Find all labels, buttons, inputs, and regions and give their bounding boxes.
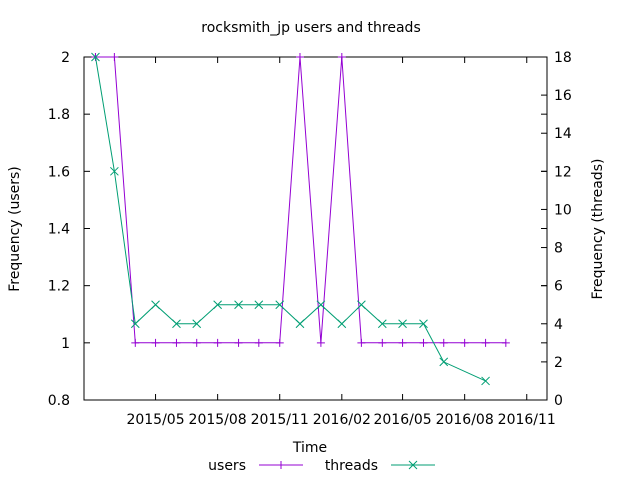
series-users <box>91 53 510 347</box>
y2-tick-label: 10 <box>554 202 572 218</box>
data-point-threads <box>234 300 243 310</box>
data-point-users <box>295 53 304 61</box>
data-point-users <box>460 338 469 347</box>
data-point-threads <box>357 300 366 310</box>
data-point-users <box>151 338 160 347</box>
legend-marker-threads <box>408 460 418 470</box>
x-axis-label: Time <box>292 440 327 456</box>
y2-tick-label: 14 <box>554 126 572 142</box>
data-point-threads <box>337 319 347 329</box>
data-point-threads <box>254 300 264 310</box>
data-point-users <box>275 338 284 347</box>
data-point-users <box>234 338 243 347</box>
data-point-threads <box>439 357 449 367</box>
data-point-threads <box>151 300 160 310</box>
data-point-users <box>501 338 510 347</box>
y-tick-label: 0.8 <box>48 393 70 409</box>
x-tick-label: 2016/05 <box>373 412 431 428</box>
y2-tick-label: 4 <box>554 317 563 333</box>
y-axis-label: Frequency (users) <box>7 166 23 292</box>
data-point-users <box>172 338 181 347</box>
series-layer <box>91 52 510 386</box>
data-point-users <box>192 338 201 347</box>
data-point-threads <box>192 319 202 329</box>
x-tick-label: 2016/08 <box>436 412 494 428</box>
y2-tick-label: 2 <box>554 355 563 371</box>
data-point-users <box>110 53 119 61</box>
series-line-threads <box>95 56 486 382</box>
data-point-users <box>419 338 428 347</box>
data-point-users <box>131 338 140 347</box>
y-tick-label: 1 <box>61 336 70 352</box>
axes: 0.8 1 1.2 1.4 1.6 1.8 2 0 2 4 6 8 10 12 14 16 18 2015/05 2… <box>48 50 572 428</box>
data-point-threads <box>481 376 490 386</box>
y-tick-label: 1.6 <box>48 164 70 180</box>
data-point-users <box>378 338 387 347</box>
chart-title: rocksmith_jp users and threads <box>201 20 420 36</box>
data-point-users <box>398 338 407 347</box>
y2-tick-label: 16 <box>554 88 572 104</box>
data-point-users <box>254 338 263 347</box>
data-point-threads <box>213 300 222 310</box>
series-line-users <box>95 56 506 344</box>
data-point-threads <box>91 52 100 62</box>
legend-marker-users <box>277 461 285 469</box>
x-tick-label: 2016/11 <box>498 412 556 428</box>
data-point-users <box>357 338 366 347</box>
y2-tick-label: 0 <box>554 393 563 409</box>
y-tick-label: 1.2 <box>48 279 70 295</box>
data-point-threads <box>316 300 326 310</box>
y-tick-label: 2 <box>61 50 70 66</box>
data-point-users <box>213 338 222 347</box>
data-point-threads <box>130 319 140 329</box>
data-point-threads <box>419 319 428 329</box>
data-point-threads <box>275 300 285 310</box>
y-tick-label: 1.8 <box>48 107 70 123</box>
y-tick-label: 1.4 <box>48 222 70 238</box>
legend-label-users: users <box>208 458 246 474</box>
series-threads <box>91 52 490 386</box>
y2-tick-label: 18 <box>554 50 572 66</box>
data-point-threads <box>295 319 305 329</box>
y2-tick-label: 12 <box>554 164 572 180</box>
plot-frame <box>83 56 548 401</box>
data-point-threads <box>110 166 119 176</box>
legend-label-threads: threads <box>325 458 378 474</box>
y2-axis-label: Frequency (threads) <box>590 159 606 300</box>
y2-tick-label: 6 <box>554 279 563 295</box>
data-point-users <box>481 338 490 347</box>
data-point-users <box>316 338 325 347</box>
legend: users threads <box>208 458 435 474</box>
x-tick-label: 2015/08 <box>189 412 247 428</box>
data-point-threads <box>172 319 181 329</box>
data-point-threads <box>398 319 407 329</box>
x-tick-label: 2015/11 <box>251 412 309 428</box>
data-point-users <box>337 53 346 61</box>
data-point-users <box>439 338 448 347</box>
x-tick-label: 2015/05 <box>126 412 184 428</box>
y2-tick-label: 8 <box>554 241 563 257</box>
x-tick-label: 2016/02 <box>313 412 371 428</box>
data-point-threads <box>377 319 387 329</box>
